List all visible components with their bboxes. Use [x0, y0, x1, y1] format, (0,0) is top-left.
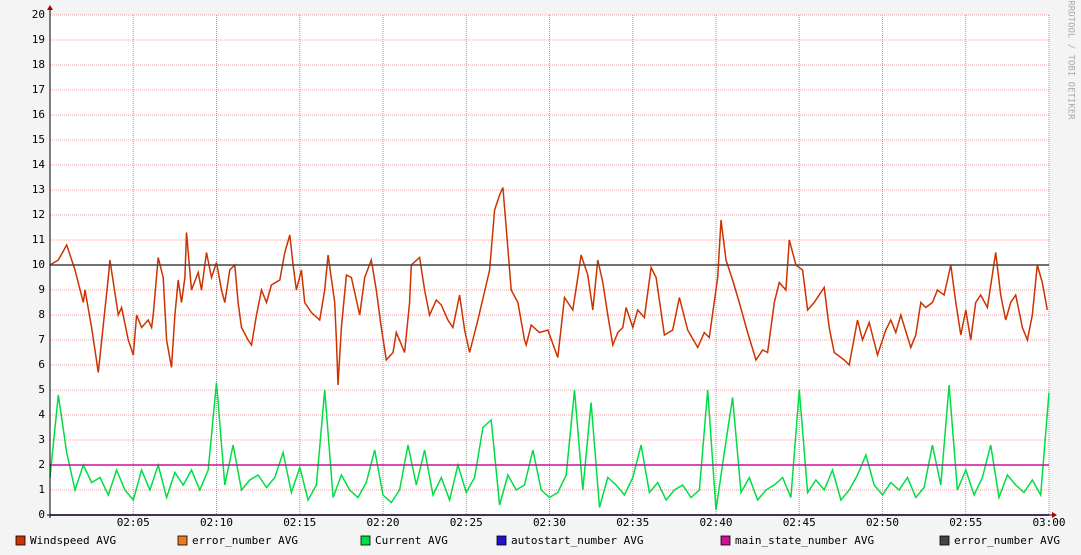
- y-tick-label: 13: [32, 183, 45, 196]
- x-tick-label: 02:40: [699, 516, 732, 529]
- legend-swatch: [15, 535, 26, 546]
- y-tick-label: 2: [38, 458, 45, 471]
- legend-label: Windspeed AVG: [30, 534, 116, 547]
- legend-swatch: [360, 535, 371, 546]
- legend-label: autostart_number AVG: [511, 534, 643, 547]
- legend-swatch: [177, 535, 188, 546]
- x-tick-label: 02:25: [450, 516, 483, 529]
- y-tick-label: 11: [32, 233, 45, 246]
- y-tick-label: 17: [32, 83, 45, 96]
- x-tick-label: 02:30: [533, 516, 566, 529]
- y-tick-label: 19: [32, 33, 45, 46]
- y-tick-label: 3: [38, 433, 45, 446]
- y-tick-label: 0: [38, 508, 45, 521]
- y-tick-label: 8: [38, 308, 45, 321]
- y-tick-label: 7: [38, 333, 45, 346]
- x-tick-label: 02:10: [200, 516, 233, 529]
- y-tick-label: 4: [38, 408, 45, 421]
- y-tick-label: 14: [32, 158, 46, 171]
- y-tick-label: 12: [32, 208, 45, 221]
- x-tick-label: 03:00: [1032, 516, 1065, 529]
- y-tick-label: 6: [38, 358, 45, 371]
- y-tick-label: 10: [32, 258, 45, 271]
- series-line: [49, 382, 1050, 511]
- y-tick-label: 1: [38, 483, 45, 496]
- y-tick-label: 9: [38, 283, 45, 296]
- y-axis-arrow: [47, 5, 53, 10]
- x-tick-label: 02:05: [117, 516, 150, 529]
- y-tick-label: 15: [32, 133, 45, 146]
- x-tick-label: 02:45: [783, 516, 816, 529]
- x-axis-arrow: [1052, 512, 1057, 518]
- y-tick-label: 18: [32, 58, 45, 71]
- legend-label: Current AVG: [375, 534, 448, 547]
- x-tick-label: 02:20: [366, 516, 399, 529]
- legend-swatch: [720, 535, 731, 546]
- legend-label: main_state_number AVG: [735, 534, 874, 547]
- x-tick-label: 02:15: [283, 516, 316, 529]
- legend-label: error_number AVG: [192, 534, 298, 547]
- x-tick-label: 02:55: [949, 516, 982, 529]
- x-tick-label: 02:50: [866, 516, 899, 529]
- legend-label: error_number AVG: [954, 534, 1060, 547]
- x-tick-label: 02:35: [616, 516, 649, 529]
- y-tick-label: 16: [32, 108, 45, 121]
- legend-swatch: [939, 535, 950, 546]
- legend-swatch: [496, 535, 507, 546]
- series-line: [49, 187, 1049, 386]
- watermark: RRDTOOL / TOBI OETIKER: [1066, 0, 1076, 120]
- y-tick-label: 5: [38, 383, 45, 396]
- y-tick-label: 20: [32, 8, 45, 21]
